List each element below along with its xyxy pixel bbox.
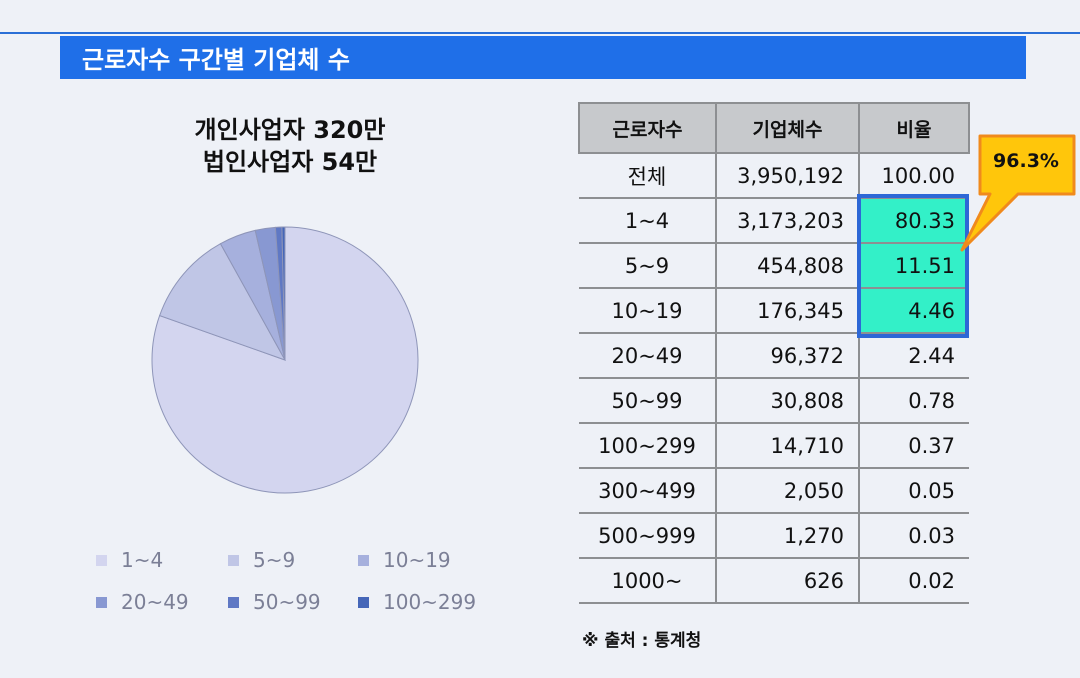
- cell-ratio: 0.37: [859, 423, 969, 469]
- chart-title-line-2: 법인사업자 54만: [202, 148, 378, 176]
- cell-ratio: 100.00: [859, 153, 969, 199]
- legend-label: 5~9: [253, 548, 296, 572]
- header-workers: 근로자수: [578, 102, 717, 154]
- cell-ratio: 11.51: [859, 243, 969, 289]
- cell-workers: 100~299: [579, 423, 717, 469]
- cell-companies: 3,173,203: [716, 198, 860, 244]
- legend-label: 100~299: [383, 590, 477, 614]
- cell-ratio: 0.05: [859, 468, 969, 514]
- table-body: 전체 3,950,192 100.00 1~4 3,173,203 80.33 5~9 454…: [579, 153, 969, 604]
- callout-label: 96.3%: [993, 150, 1059, 172]
- pie-chart: [151, 226, 419, 494]
- page-title: 근로자수 구간별 기업체 수: [82, 46, 350, 74]
- table-row: 100~299 14,710 0.37: [579, 423, 969, 469]
- cell-workers: 50~99: [579, 378, 717, 424]
- cell-companies: 30,808: [716, 378, 860, 424]
- cell-companies: 3,950,192: [716, 153, 860, 199]
- table-row: 10~19 176,345 4.46: [579, 288, 969, 334]
- legend-swatch: [358, 554, 369, 566]
- source-note: ※ 출처 : 통계청: [582, 631, 702, 651]
- legend-item: 100~299: [358, 590, 476, 614]
- legend-swatch: [358, 596, 369, 608]
- legend-item: 50~99: [228, 590, 321, 614]
- cell-ratio: 0.03: [859, 513, 969, 559]
- table-header-row: 근로자수 기업체수 비율: [578, 102, 970, 154]
- cell-ratio: 4.46: [859, 288, 969, 334]
- table-row: 1000~ 626 0.02: [579, 558, 969, 604]
- table-row: 500~999 1,270 0.03: [579, 513, 969, 559]
- cell-companies: 176,345: [716, 288, 860, 334]
- cell-workers: 300~499: [579, 468, 717, 514]
- chart-legend: 1~4 5~9 10~19 20~49 50~99 100~299: [96, 548, 516, 628]
- cell-ratio: 0.02: [859, 558, 969, 604]
- cell-workers: 전체: [579, 153, 717, 199]
- chart-title: 개인사업자 320만 법인사업자 54만: [150, 114, 430, 178]
- cell-workers: 20~49: [579, 333, 717, 379]
- table-row: 5~9 454,808 11.51: [579, 243, 969, 289]
- table-row: 50~99 30,808 0.78: [579, 378, 969, 424]
- cell-companies: 2,050: [716, 468, 860, 514]
- cell-companies: 454,808: [716, 243, 860, 289]
- pie-slice-5~9: [158, 243, 287, 361]
- callout-bubble: [960, 134, 1076, 252]
- legend-swatch: [96, 596, 107, 608]
- page-title-bar: 근로자수 구간별 기업체 수: [60, 36, 1026, 79]
- legend-label: 1~4: [121, 548, 164, 572]
- cell-workers: 5~9: [579, 243, 717, 289]
- legend-item: 10~19: [358, 548, 451, 572]
- legend-swatch: [96, 554, 107, 566]
- cell-workers: 1000~: [579, 558, 717, 604]
- table-row: 1~4 3,173,203 80.33: [579, 198, 969, 244]
- callout-shape: [960, 134, 1076, 252]
- header-ratio: 비율: [858, 102, 970, 154]
- legend-swatch: [228, 554, 239, 566]
- cell-ratio: 0.78: [859, 378, 969, 424]
- cell-companies: 14,710: [716, 423, 860, 469]
- cell-workers: 500~999: [579, 513, 717, 559]
- top-rule: [0, 32, 1080, 34]
- legend-item: 1~4: [96, 548, 163, 572]
- chart-title-line-1: 개인사업자 320만: [194, 116, 386, 144]
- cell-workers: 10~19: [579, 288, 717, 334]
- table-row: 300~499 2,050 0.05: [579, 468, 969, 514]
- legend-label: 50~99: [253, 590, 321, 614]
- cell-companies: 1,270: [716, 513, 860, 559]
- cell-companies: 96,372: [716, 333, 860, 379]
- company-count-table: 근로자수 기업체수 비율 전체 3,950,192 100.00 1~4 3,173,2…: [578, 102, 970, 604]
- cell-companies: 626: [716, 558, 860, 604]
- pie-slice-100~299: [281, 226, 286, 361]
- legend-swatch: [228, 596, 239, 608]
- table-row: 전체 3,950,192 100.00: [579, 153, 969, 199]
- legend-item: 20~49: [96, 590, 189, 614]
- legend-label: 10~19: [383, 548, 451, 572]
- cell-ratio: 80.33: [859, 198, 969, 244]
- header-companies: 기업체수: [715, 102, 860, 154]
- cell-ratio: 2.44: [859, 333, 969, 379]
- table-row: 20~49 96,372 2.44: [579, 333, 969, 379]
- legend-label: 20~49: [121, 590, 189, 614]
- cell-workers: 1~4: [579, 198, 717, 244]
- legend-item: 5~9: [228, 548, 295, 572]
